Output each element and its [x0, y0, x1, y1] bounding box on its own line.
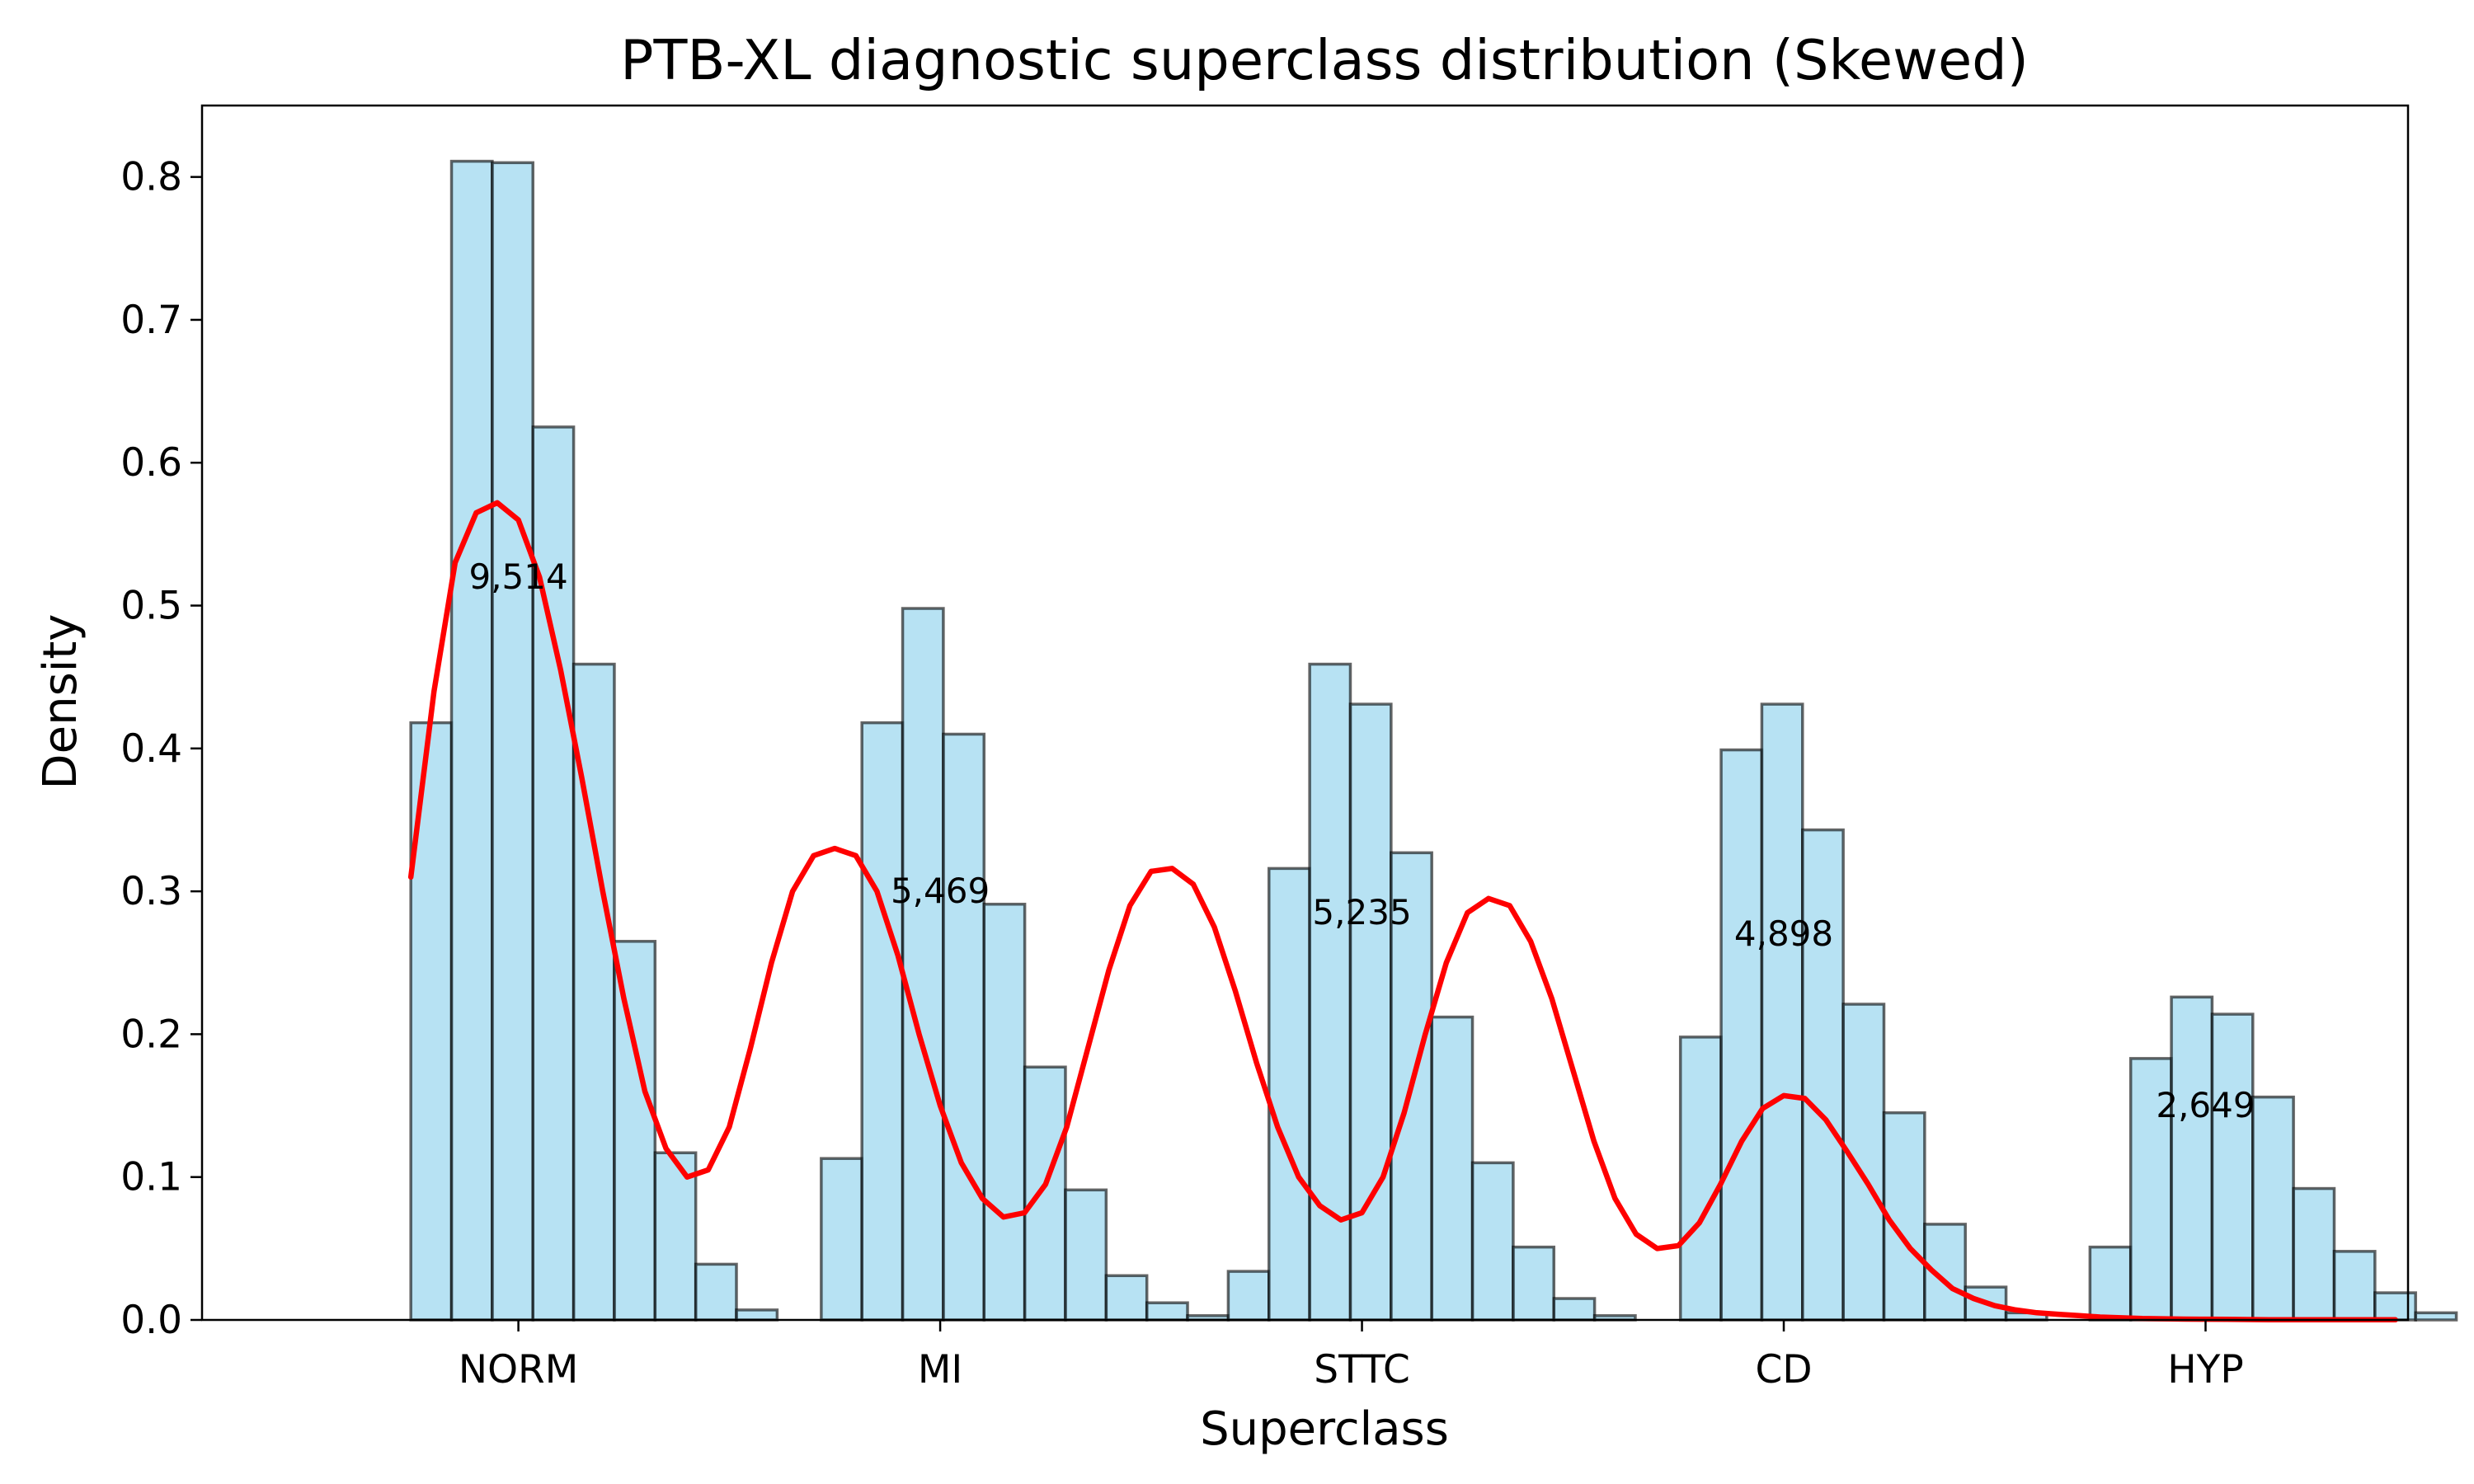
histogram-bar-hyp-1 [2128, 1057, 2173, 1322]
y-axis-label: Density [34, 614, 87, 790]
y-tick-label: 0.6 [120, 440, 182, 486]
histogram-bar-sttc-0 [1226, 1270, 1271, 1322]
y-tick-label: 0.1 [120, 1155, 182, 1200]
count-label-hyp: 2,649 [2156, 1085, 2255, 1125]
y-tick-label: 0.4 [120, 726, 182, 772]
y-tick-label: 0.2 [120, 1012, 182, 1057]
histogram-bar-mi-1 [860, 721, 905, 1322]
histogram-bar-hyp-3 [2210, 1012, 2255, 1322]
histogram-bar-hyp-5 [2292, 1186, 2336, 1322]
histogram-bar-mi-4 [982, 902, 1027, 1322]
histogram-bar-hyp-7 [2373, 1291, 2417, 1322]
histogram-bar-mi-6 [1064, 1188, 1108, 1322]
histogram-bar-norm-7 [694, 1262, 738, 1322]
histogram-bar-hyp-6 [2332, 1250, 2377, 1322]
histogram-bar-hyp-0 [2088, 1245, 2133, 1322]
histogram-bar-sttc-3 [1348, 702, 1393, 1322]
y-tick-label: 0.8 [120, 155, 182, 200]
histogram-bar-norm-2 [491, 161, 535, 1322]
x-tick-label-hyp: HYP [2167, 1347, 2243, 1392]
histogram-bar-mi-2 [901, 607, 945, 1322]
count-label-mi: 5,469 [891, 871, 990, 911]
x-tick-label-sttc: STTC [1314, 1347, 1410, 1392]
x-axis-ticks: NORM MI STTC CD HYP [459, 1320, 2244, 1392]
histogram-bar-hyp-4 [2251, 1095, 2295, 1322]
count-label-sttc: 5,235 [1312, 892, 1411, 932]
y-axis-ticks: 0.0 0.1 0.2 0.3 0.4 0.5 0.6 0.7 0.8 [120, 155, 202, 1343]
plot-frame [200, 104, 2410, 1322]
histogram-bar-mi-0 [820, 1157, 863, 1322]
y-tick-label: 0.0 [120, 1298, 182, 1343]
histogram-bar-sttc-8 [1552, 1297, 1597, 1322]
y-tick-label: 0.7 [120, 298, 182, 343]
histogram-bar-cd-2 [1760, 702, 1804, 1322]
count-label-norm: 9,514 [468, 556, 567, 597]
chart-title: PTB-XL diagnostic superclass distributio… [620, 28, 2029, 92]
x-tick-label-cd: CD [1756, 1347, 1813, 1392]
x-axis-label: Superclass [1200, 1402, 1449, 1456]
count-label-cd: 4,898 [1734, 913, 1833, 954]
kde-curve [407, 500, 2398, 1323]
histogram-bar-norm-8 [735, 1308, 779, 1322]
histogram-bar-mi-8 [1145, 1301, 1189, 1322]
y-tick-label: 0.3 [120, 869, 182, 914]
histogram-bar-norm-5 [613, 940, 657, 1322]
histogram-bar-sttc-5 [1430, 1015, 1475, 1322]
histogram-bar-norm-1 [449, 159, 494, 1322]
histogram-bar-sttc-7 [1512, 1245, 1556, 1322]
histogram-bar-cd-0 [1678, 1036, 1723, 1322]
histogram-bar-mi-3 [942, 732, 986, 1322]
x-tick-label-mi: MI [918, 1347, 962, 1392]
y-tick-label: 0.5 [120, 584, 182, 629]
histogram-bar-hyp-8 [2414, 1311, 2458, 1322]
histogram-bars [409, 159, 2458, 1322]
histogram-bar-cd-4 [1841, 1003, 1886, 1322]
histogram-bar-sttc-6 [1470, 1161, 1515, 1322]
x-tick-label-norm: NORM [459, 1347, 578, 1392]
histogram-bar-sttc-1 [1268, 866, 1311, 1322]
histogram-bar-mi-5 [1023, 1065, 1067, 1322]
histogram-bar-cd-3 [1801, 828, 1845, 1322]
histogram-bar-mi-7 [1104, 1274, 1149, 1322]
histogram-bar-hyp-2 [2170, 995, 2214, 1322]
histogram-bar-cd-1 [1719, 748, 1764, 1322]
count-labels: 9,514 5,469 5,235 4,898 2,649 [468, 556, 2255, 1125]
